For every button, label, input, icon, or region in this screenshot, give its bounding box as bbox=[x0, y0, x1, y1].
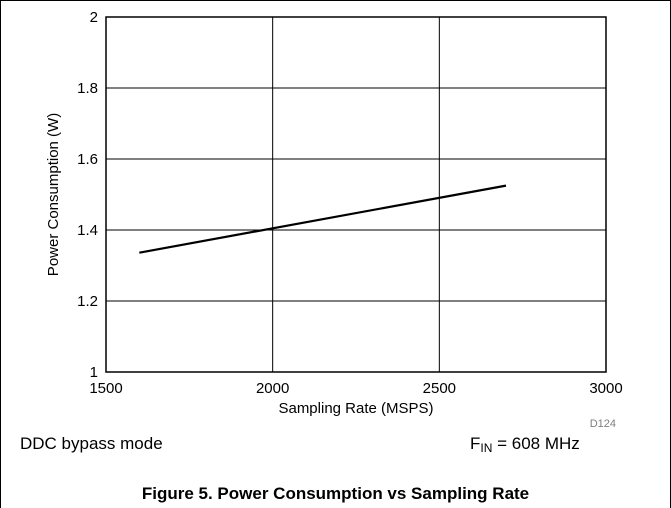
y-tick-label: 1.2 bbox=[77, 293, 98, 310]
x-tick-label: 2500 bbox=[423, 380, 456, 397]
series-layer bbox=[139, 184, 507, 254]
input-frequency-note: FIN = 608 MHz bbox=[470, 434, 580, 455]
y-tick-label: 2 bbox=[90, 9, 98, 26]
figure-caption: Figure 5. Power Consumption vs Sampling … bbox=[141, 484, 530, 503]
y-tick-label: 1.4 bbox=[77, 222, 98, 239]
fin-value: = 608 MHz bbox=[492, 434, 580, 453]
x-axis-title: Sampling Rate (MSPS) bbox=[278, 400, 433, 417]
series-line bbox=[139, 184, 507, 254]
mode-note: DDC bypass mode bbox=[20, 434, 163, 453]
x-tick-label: 1500 bbox=[89, 380, 122, 397]
y-axis-title: Power Consumption (W) bbox=[45, 113, 62, 276]
figure-code: D124 bbox=[590, 418, 616, 430]
y-tick-label: 1.6 bbox=[77, 151, 98, 168]
grid bbox=[106, 17, 606, 372]
power-vs-sampling-rate-chart: 1500 2000 2500 3000 1 1.2 1.4 1.6 1.8 2 Sampling… bbox=[45, 9, 623, 430]
y-tick-label: 1 bbox=[90, 364, 98, 381]
y-tick-label: 1.8 bbox=[77, 80, 98, 97]
plot-area bbox=[105, 16, 607, 373]
x-tick-label: 2000 bbox=[256, 380, 289, 397]
x-tick-label: 3000 bbox=[589, 380, 622, 397]
x-tick-labels: 1500 2000 2500 3000 bbox=[89, 380, 622, 397]
fin-subscript: IN bbox=[480, 441, 493, 455]
y-tick-labels: 1 1.2 1.4 1.6 1.8 2 bbox=[77, 9, 98, 381]
fin-symbol: F bbox=[470, 434, 481, 453]
